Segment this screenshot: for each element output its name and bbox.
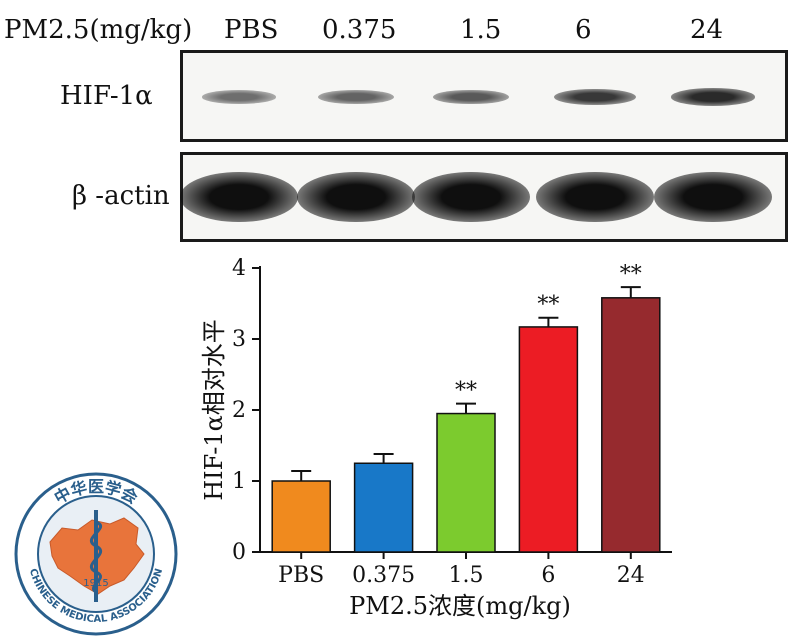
x-tick-label-1: PBS (278, 563, 324, 588)
actin-band-3 (412, 171, 530, 223)
hif-band-1 (202, 90, 276, 104)
significance-mark-4: ** (537, 293, 559, 318)
lane-label-6: 6 (575, 15, 592, 45)
x-tick-label-2: 0.375 (352, 563, 415, 588)
lane-label-15: 1.5 (460, 15, 502, 45)
hif-band-5 (671, 88, 755, 106)
bar-3 (436, 412, 496, 553)
chinese-medical-association-logo: 中华医学会 CHINESE MEDICAL ASSOCIATION 1915 (14, 472, 178, 636)
lane-label-0375: 0.375 (322, 15, 397, 45)
y-tick-label-2: 2 (232, 398, 246, 423)
actin-band-4 (536, 171, 654, 223)
serpent-icon (89, 520, 103, 594)
bar-1 (271, 480, 331, 553)
significance-mark-5: ** (620, 262, 642, 287)
blot-panel-actin (180, 152, 788, 242)
x-tick-label-5: 24 (617, 563, 645, 588)
bar-chart: 0 1 2 3 4 PBS 0.375 ** 1.5 ** 6 ** 24 HIF-1α相对水平 PM2… (200, 256, 672, 620)
lane-label-24: 24 (690, 15, 724, 45)
bar-4 (518, 326, 579, 553)
y-tick-label-0: 0 (232, 540, 246, 565)
y-axis-label: HIF-1α相对水平 (200, 319, 228, 501)
actin-band-2 (297, 171, 415, 223)
blot-row-label-hif: HIF-1α (60, 81, 153, 111)
blot-header-label: PM2.5(mg/kg) (4, 15, 193, 45)
hif-band-2 (318, 89, 394, 105)
y-tick-label-1: 1 (232, 469, 246, 494)
hif-band-4 (554, 88, 636, 106)
lane-label-pbs: PBS (224, 15, 279, 45)
y-tick-label-3: 3 (232, 327, 246, 352)
logo-year: 1915 (83, 578, 108, 589)
bar-2 (353, 462, 414, 553)
significance-mark-3: ** (455, 379, 477, 404)
y-tick-label-4: 4 (232, 256, 246, 281)
actin-band-1 (180, 171, 298, 223)
actin-band-5 (654, 171, 772, 223)
blot-panel-hif (180, 50, 788, 142)
blot-header: PM2.5(mg/kg) PBS 0.375 1.5 6 24 (0, 12, 805, 48)
bar-5 (601, 297, 661, 553)
x-tick-label-4: 6 (541, 563, 555, 588)
hif-band-3 (432, 89, 510, 105)
x-tick-label-3: 1.5 (449, 563, 484, 588)
blot-row-label-actin: β -actin (72, 181, 170, 211)
x-axis-label: PM2.5浓度(mg/kg) (349, 592, 571, 620)
